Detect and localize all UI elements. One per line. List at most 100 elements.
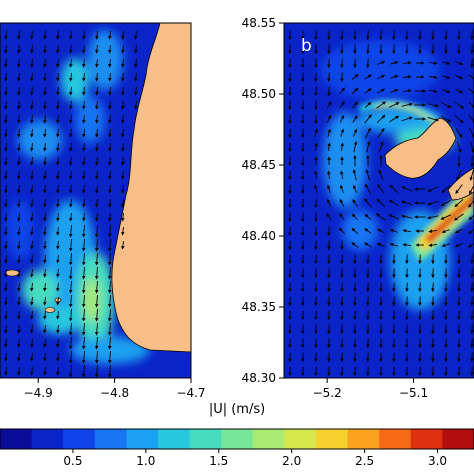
velocity-arrow xyxy=(378,169,384,181)
velocity-arrow xyxy=(340,282,344,293)
velocity-arrow xyxy=(379,352,383,363)
velocity-arrow xyxy=(470,254,474,265)
colorbar-swatch xyxy=(158,429,191,449)
velocity-arrow xyxy=(30,338,34,348)
velocity-arrow xyxy=(121,58,125,68)
velocity-arrow xyxy=(17,198,21,208)
velocity-arrow xyxy=(82,114,86,124)
velocity-arrow xyxy=(366,30,370,41)
colorbar-swatch xyxy=(410,429,443,449)
velocity-arrow xyxy=(95,170,99,180)
velocity-arrow xyxy=(108,86,112,96)
x-tick-label: −4.9 xyxy=(24,386,53,400)
velocity-arrow xyxy=(43,30,47,40)
velocity-arrow xyxy=(43,338,47,348)
velocity-arrow xyxy=(95,58,99,68)
velocity-arrow xyxy=(4,184,8,194)
velocity-arrow xyxy=(30,254,34,264)
velocity-arrow xyxy=(56,240,60,250)
velocity-arrow xyxy=(455,61,464,66)
colorbar-swatch xyxy=(442,429,474,449)
velocity-arrow xyxy=(108,128,112,138)
velocity-arrow xyxy=(4,72,8,82)
x-tick-label: −5.2 xyxy=(313,386,342,400)
velocity-arrow xyxy=(4,58,8,68)
velocity-arrow xyxy=(288,366,292,377)
velocity-arrow xyxy=(4,352,8,362)
velocity-arrow xyxy=(94,266,99,280)
velocity-arrow xyxy=(470,44,474,55)
velocity-arrow xyxy=(68,280,73,294)
velocity-arrow xyxy=(470,310,474,321)
velocity-arrow xyxy=(4,226,8,236)
velocity-arrow xyxy=(43,170,47,180)
velocity-arrow xyxy=(94,252,99,266)
velocity-arrow xyxy=(401,200,413,206)
velocity-arrow xyxy=(340,142,344,152)
velocity-arrow xyxy=(56,198,60,208)
velocity-arrow xyxy=(301,324,305,335)
velocity-arrow xyxy=(4,198,8,208)
velocity-arrow xyxy=(392,366,396,377)
velocity-arrow xyxy=(121,142,125,152)
velocity-arrow xyxy=(431,366,435,377)
velocity-arrow xyxy=(444,254,448,265)
velocity-arrow xyxy=(314,44,318,55)
velocity-arrow xyxy=(340,324,344,335)
velocity-arrow xyxy=(314,226,318,237)
velocity-arrow xyxy=(4,114,8,124)
velocity-arrow xyxy=(402,89,412,93)
velocity-arrow xyxy=(4,296,8,306)
velocity-arrow xyxy=(95,44,99,54)
velocity-arrow xyxy=(56,44,60,54)
velocity-arrow xyxy=(68,364,73,378)
colorbar-swatch xyxy=(94,429,127,449)
velocity-arrow xyxy=(17,170,21,180)
colorbar-swatch xyxy=(347,429,380,449)
velocity-arrow xyxy=(43,142,47,152)
velocity-arrow xyxy=(301,282,305,293)
x-tick-label: −4.8 xyxy=(100,386,129,400)
colorbar-swatch xyxy=(63,429,96,449)
colorbar-tick-label: 1.0 xyxy=(136,454,155,468)
velocity-arrow xyxy=(56,268,60,278)
velocity-arrow xyxy=(392,282,396,293)
velocity-arrow xyxy=(69,86,73,96)
velocity-arrow xyxy=(30,184,34,194)
velocity-arrow xyxy=(69,184,73,194)
speed-region xyxy=(84,278,100,322)
velocity-arrow xyxy=(30,44,34,54)
velocity-arrow xyxy=(364,198,372,208)
velocity-arrow xyxy=(441,184,451,194)
velocity-arrow xyxy=(377,60,386,65)
velocity-arrow xyxy=(379,310,383,321)
velocity-arrow xyxy=(4,366,8,376)
velocity-arrow xyxy=(121,198,125,208)
colorbar-label: |U| (m/s) xyxy=(209,402,265,417)
velocity-arrow xyxy=(401,186,413,192)
velocity-arrow xyxy=(95,198,99,208)
velocity-arrow xyxy=(392,352,396,363)
velocity-arrow xyxy=(401,214,413,219)
velocity-arrow xyxy=(121,30,125,40)
velocity-arrow xyxy=(43,226,47,236)
velocity-arrow xyxy=(30,142,34,152)
velocity-arrow xyxy=(366,268,370,279)
velocity-arrow xyxy=(301,86,305,97)
velocity-arrow xyxy=(326,213,332,221)
velocity-arrow xyxy=(288,30,292,41)
velocity-arrow xyxy=(301,198,305,209)
velocity-arrow xyxy=(340,352,344,363)
velocity-arrow xyxy=(326,101,332,109)
velocity-arrow xyxy=(43,240,47,250)
velocity-arrow xyxy=(314,30,318,41)
velocity-arrow xyxy=(94,336,99,350)
velocity-arrow xyxy=(56,282,60,292)
velocity-arrow xyxy=(418,254,422,265)
velocity-arrow xyxy=(107,238,112,252)
velocity-arrow xyxy=(69,212,73,222)
velocity-arrow xyxy=(4,212,8,222)
velocity-arrow xyxy=(441,229,450,234)
velocity-arrow xyxy=(30,212,34,222)
velocity-arrow xyxy=(107,266,112,280)
